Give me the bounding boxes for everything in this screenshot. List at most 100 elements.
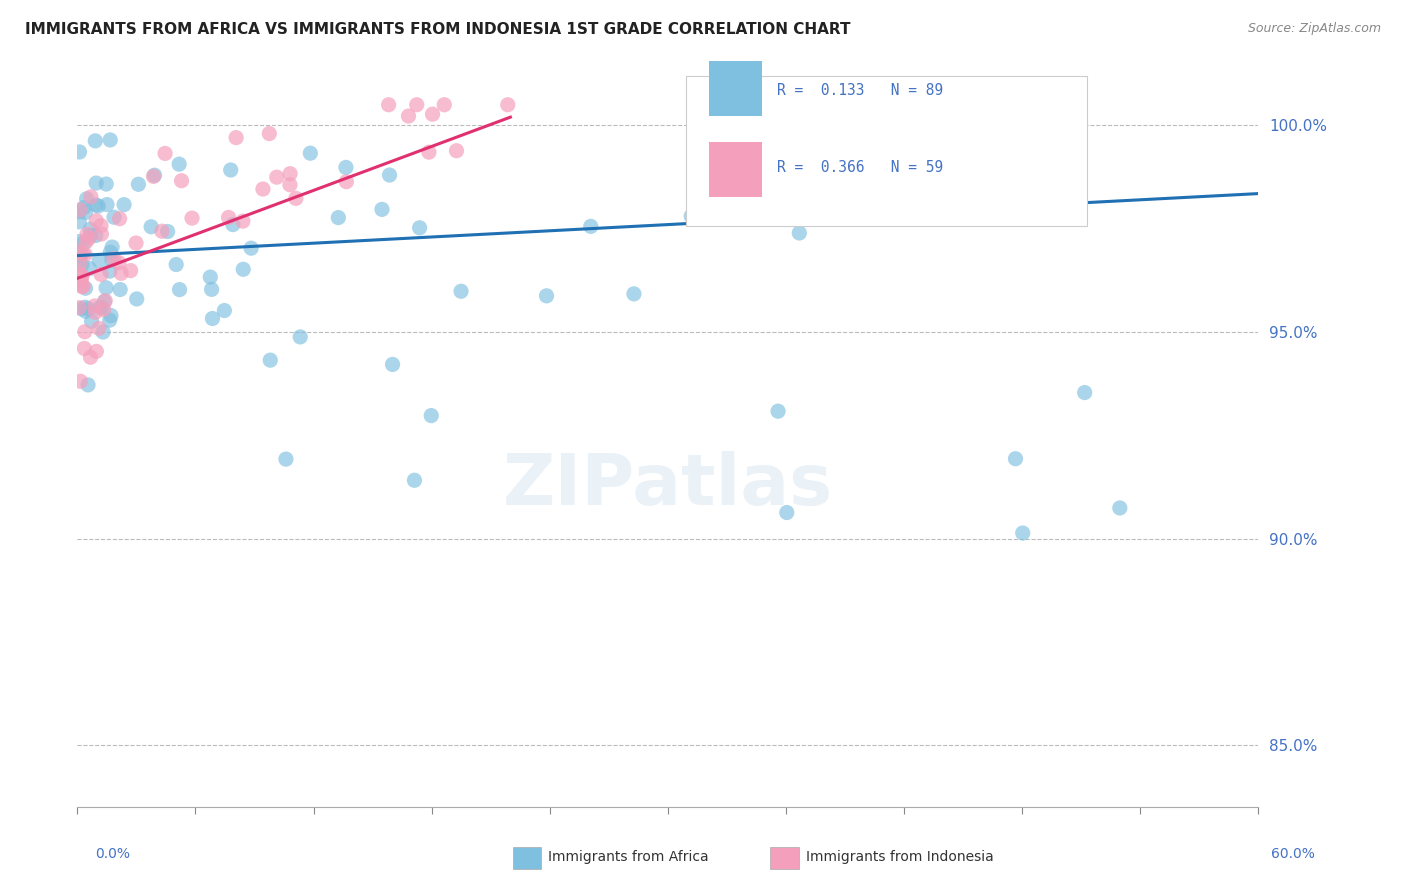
Point (299, 146, 322, 161)
Point (692, 172, 714, 186)
Point (108, 283, 131, 297)
Point (259, 353, 281, 368)
Point (93, 294, 115, 309)
Point (96, 177, 118, 191)
Point (112, 197, 135, 211)
Point (90, 227, 112, 241)
Point (84, 176, 107, 190)
Point (284, 191, 307, 205)
Point (290, 330, 312, 344)
Point (108, 256, 131, 270)
Point (450, 285, 472, 299)
Point (67, 267, 90, 281)
Point (232, 214, 254, 228)
Point (69, 235, 91, 249)
Point (278, 167, 301, 181)
Point (225, 130, 247, 145)
Text: R =  0.133   N = 89: R = 0.133 N = 89 (776, 83, 943, 98)
Point (75, 235, 97, 249)
Point (201, 311, 224, 326)
Point (70, 268, 93, 283)
Point (232, 262, 254, 277)
Point (79, 351, 101, 365)
Point (741, 175, 763, 189)
Point (70, 301, 93, 316)
Point (789, 226, 811, 240)
Point (103, 252, 125, 266)
Point (980, 108, 1002, 122)
Point (90, 268, 112, 282)
FancyBboxPatch shape (709, 142, 762, 196)
Point (100, 245, 122, 260)
Point (181, 211, 204, 226)
Point (371, 202, 394, 217)
Point (222, 218, 245, 232)
Point (75, 247, 97, 261)
Point (67, 204, 90, 219)
Point (84, 213, 107, 227)
Point (536, 289, 558, 303)
Point (79, 261, 101, 276)
Point (143, 168, 166, 182)
Point (77, 231, 100, 245)
Point (98, 313, 121, 327)
Point (865, 151, 887, 165)
Point (98, 264, 121, 278)
Point (84, 228, 107, 243)
Point (69, 145, 91, 159)
Point (165, 258, 187, 272)
Point (579, 219, 602, 234)
Point (73, 201, 96, 215)
Point (70, 258, 93, 272)
Point (101, 240, 124, 254)
Point (73, 325, 96, 339)
Point (79, 222, 101, 236)
Point (404, 473, 426, 487)
Point (70, 279, 93, 293)
Point (84, 305, 107, 319)
Point (623, 286, 645, 301)
Point (84, 134, 107, 148)
Point (377, 97, 399, 112)
Text: Immigrants from Africa: Immigrants from Africa (548, 850, 709, 864)
Point (252, 182, 274, 196)
Point (201, 282, 224, 296)
Point (218, 211, 240, 225)
Point (108, 211, 131, 226)
Point (98, 133, 121, 147)
Point (328, 211, 350, 225)
Point (83, 299, 105, 313)
Point (77, 378, 100, 392)
Point (274, 452, 297, 467)
Point (156, 225, 179, 239)
Point (87, 321, 110, 335)
Point (142, 169, 165, 184)
Point (73, 235, 96, 250)
Point (96, 197, 118, 211)
Point (398, 109, 420, 123)
Point (496, 97, 519, 112)
Point (75, 281, 97, 295)
Point (214, 303, 236, 318)
Point (67, 244, 90, 258)
Point (72, 246, 94, 260)
Point (167, 157, 190, 171)
Point (240, 241, 263, 255)
Point (776, 506, 799, 520)
Point (422, 107, 444, 121)
Point (76, 227, 98, 242)
Point (169, 283, 191, 297)
Text: IMMIGRANTS FROM AFRICA VS IMMIGRANTS FROM INDONESIA 1ST GRADE CORRELATION CHART: IMMIGRANTS FROM AFRICA VS IMMIGRANTS FRO… (25, 22, 851, 37)
Point (433, 97, 456, 112)
Point (86, 344, 108, 359)
Point (67, 215, 90, 229)
Point (75, 300, 97, 314)
Point (408, 220, 430, 235)
Point (1108, 500, 1130, 515)
Point (100, 309, 122, 323)
Point (70, 269, 93, 284)
FancyBboxPatch shape (709, 62, 762, 116)
Point (69, 374, 91, 388)
Text: Immigrants from Indonesia: Immigrants from Indonesia (806, 850, 994, 864)
Point (1004, 451, 1026, 466)
